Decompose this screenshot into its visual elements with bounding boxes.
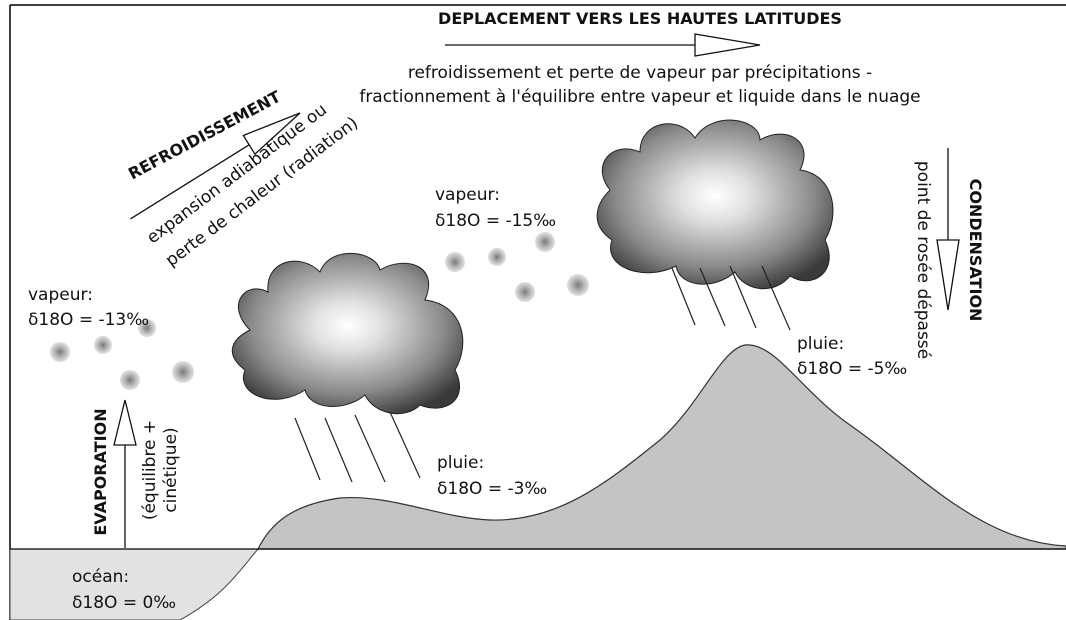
annotation-label: océan:: [72, 567, 129, 587]
vapor-droplets: [50, 232, 589, 390]
annotation-label: vapeur:: [28, 285, 93, 305]
subtitle: fractionnement à l'équilibre entre vapeu…: [359, 87, 920, 107]
land: [257, 344, 1066, 550]
annotation-label: pluie:: [437, 453, 484, 473]
annotation-value: δ18O = -13‰: [28, 310, 149, 330]
cloud: [596, 119, 834, 290]
condensation-note: point de rosée dépassé: [913, 161, 933, 359]
evaporation-note: cinétique): [161, 427, 181, 512]
annotation-label: pluie:: [797, 334, 844, 354]
cloud: [232, 252, 464, 415]
title: DEPLACEMENT VERS LES HAUTES LATITUDES: [438, 9, 842, 28]
annotation-value: δ18O = -15‰: [435, 211, 556, 231]
annotation-label: vapeur:: [435, 185, 500, 205]
condensation-label: CONDENSATION: [966, 179, 985, 322]
frame: [9, 4, 1066, 620]
annotation-value: δ18O = 0‰: [72, 593, 176, 613]
annotation-value: δ18O = -3‰: [437, 479, 547, 499]
annotation-value: δ18O = -5‰: [797, 359, 907, 379]
subtitle: refroidissement et perte de vapeur par p…: [408, 63, 872, 83]
rain: [294, 265, 791, 483]
evaporation-label: EVAPORATION: [91, 408, 110, 535]
evaporation-note: (équilibre +: [140, 420, 160, 520]
arrows: [113, 33, 960, 548]
